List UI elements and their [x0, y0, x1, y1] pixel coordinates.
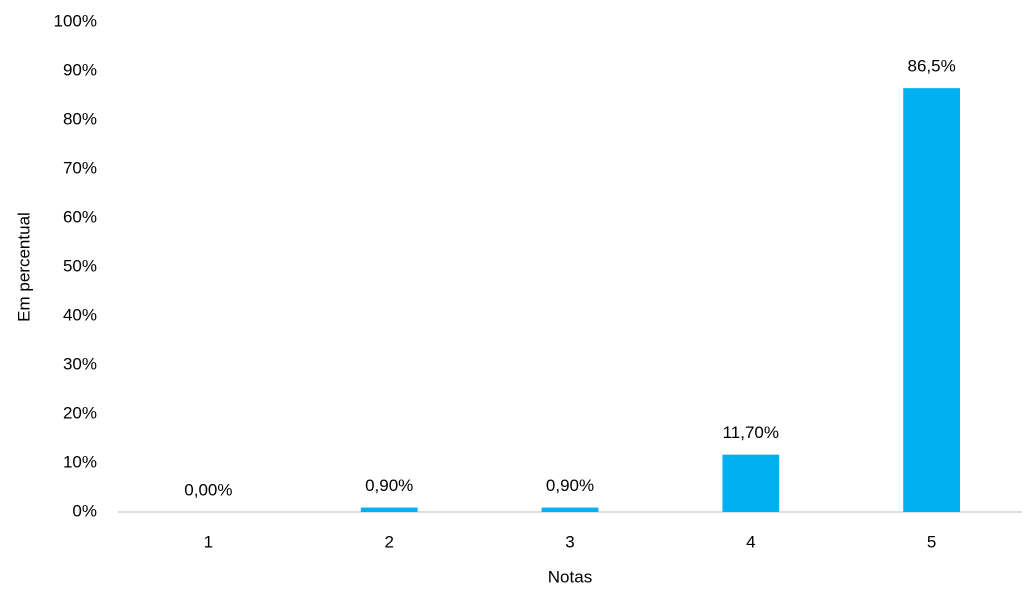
bar [722, 454, 780, 512]
data-label: 0,90% [546, 476, 594, 495]
x-tick-label: 5 [927, 532, 936, 551]
bar [541, 507, 599, 512]
y-tick-label: 20% [63, 403, 97, 422]
data-label: 0,90% [365, 476, 413, 495]
x-tick-label: 1 [204, 532, 213, 551]
x-axis-label: Notas [548, 567, 592, 586]
y-tick-label: 10% [63, 452, 97, 471]
x-tick-label: 3 [565, 532, 574, 551]
y-tick-label: 90% [63, 60, 97, 79]
y-axis-label: Em percentual [14, 212, 33, 322]
y-tick-label: 70% [63, 158, 97, 177]
y-tick-label: 100% [54, 11, 97, 30]
data-label: 0,00% [184, 480, 232, 499]
data-label: 86,5% [907, 57, 955, 76]
x-tick-label: 2 [384, 532, 393, 551]
y-tick-label: 40% [63, 305, 97, 324]
y-tick-label: 60% [63, 207, 97, 226]
y-tick-label: 80% [63, 109, 97, 128]
y-tick-label: 50% [63, 256, 97, 275]
y-tick-label: 0% [72, 501, 97, 520]
data-label: 11,70% [723, 423, 779, 442]
y-tick-label: 30% [63, 354, 97, 373]
x-tick-label: 4 [746, 532, 755, 551]
bar [360, 507, 418, 512]
bar [903, 88, 960, 513]
